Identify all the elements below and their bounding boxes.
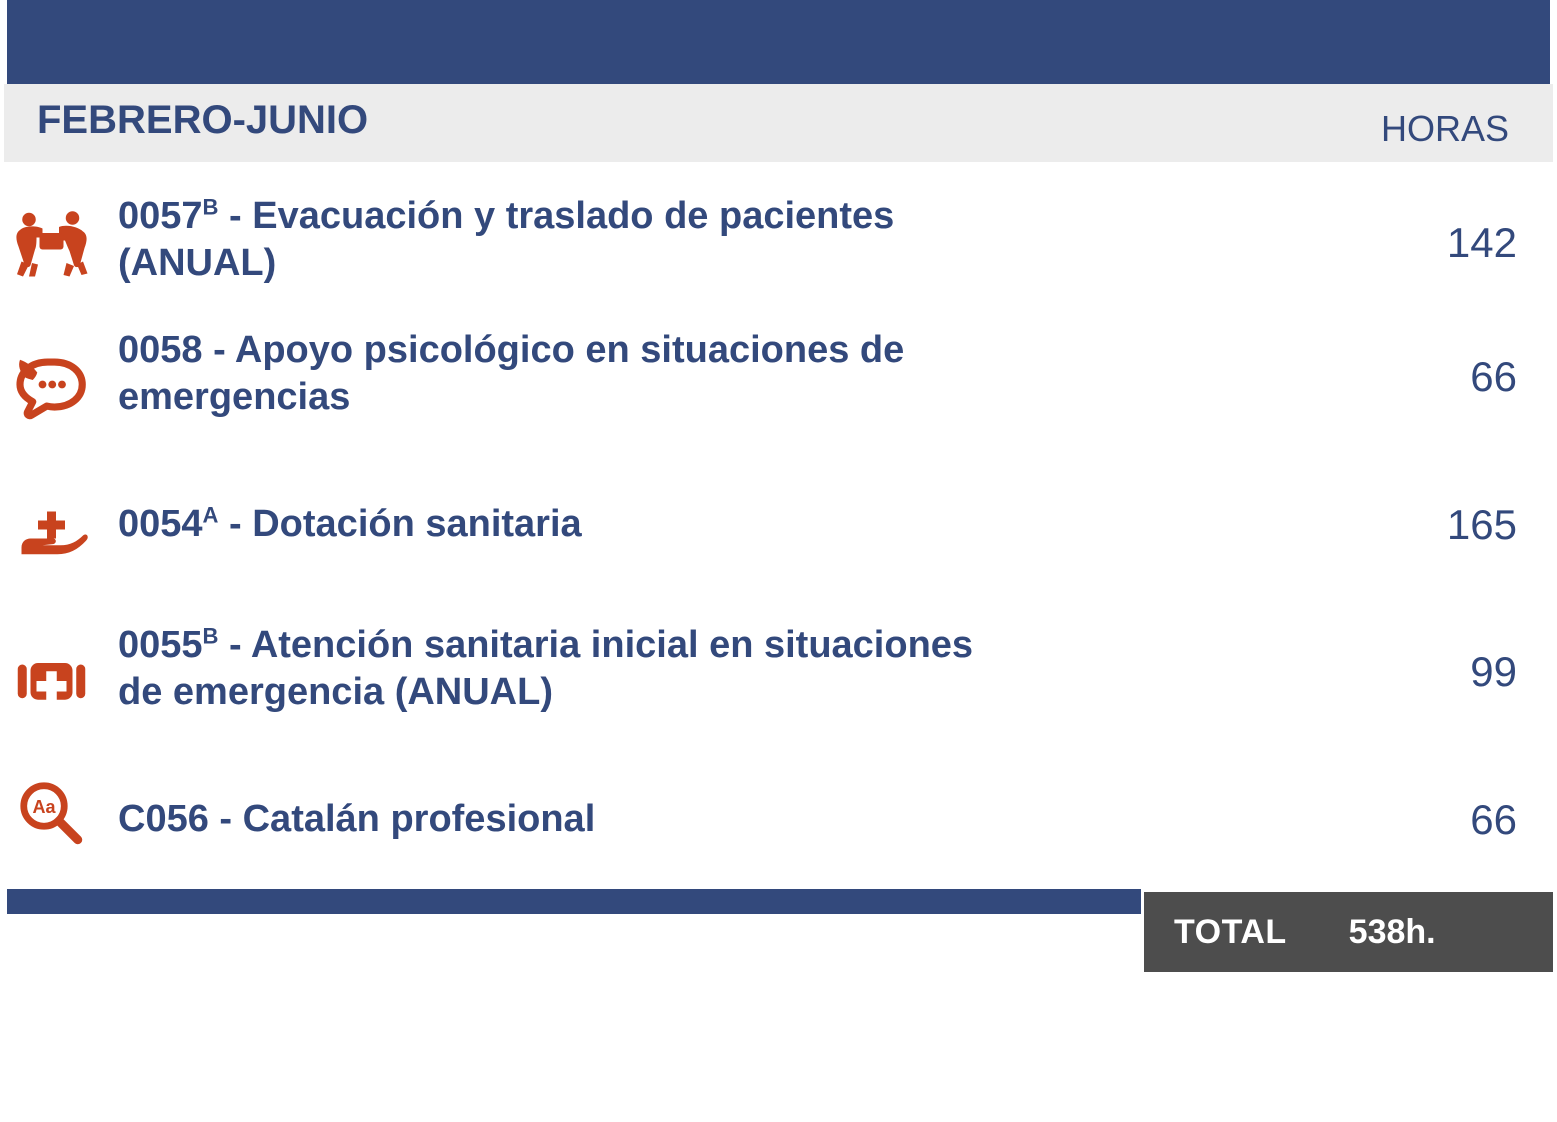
svg-text:Aa: Aa [32,797,56,817]
